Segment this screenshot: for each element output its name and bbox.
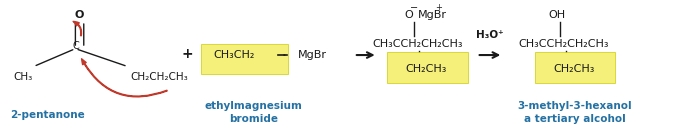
Text: CH₃CH₂: CH₃CH₂ [213,50,255,60]
Text: −: − [410,3,418,13]
FancyArrowPatch shape [82,59,167,97]
Text: a tertiary alcohol: a tertiary alcohol [524,114,625,124]
FancyBboxPatch shape [387,52,468,83]
Text: H₃O⁺: H₃O⁺ [476,30,504,40]
Text: CH₃CCH₂CH₂CH₃: CH₃CCH₂CH₂CH₃ [372,39,463,49]
Text: CH₃: CH₃ [13,72,33,82]
Text: ethylmagnesium: ethylmagnesium [204,101,302,111]
Text: O: O [404,10,413,20]
Text: 3-methyl-3-hexanol: 3-methyl-3-hexanol [517,101,631,111]
Text: CH₂CH₃: CH₂CH₃ [406,64,447,74]
Text: +: + [435,3,442,12]
Text: 2-pentanone: 2-pentanone [10,110,85,120]
FancyBboxPatch shape [201,44,288,74]
FancyArrowPatch shape [73,21,82,36]
Text: CH₂CH₃: CH₂CH₃ [554,64,595,74]
Text: MgBr: MgBr [298,50,327,60]
Text: OH: OH [548,10,566,20]
Text: +: + [181,47,193,61]
Text: bromide: bromide [229,114,278,124]
FancyBboxPatch shape [535,52,615,83]
Text: O: O [75,10,84,20]
Text: C: C [72,41,79,51]
Text: MgBr: MgBr [418,10,447,20]
Text: CH₂CH₂CH₃: CH₂CH₂CH₃ [130,72,188,82]
Text: CH₃CCH₂CH₂CH₃: CH₃CCH₂CH₂CH₃ [519,39,609,49]
